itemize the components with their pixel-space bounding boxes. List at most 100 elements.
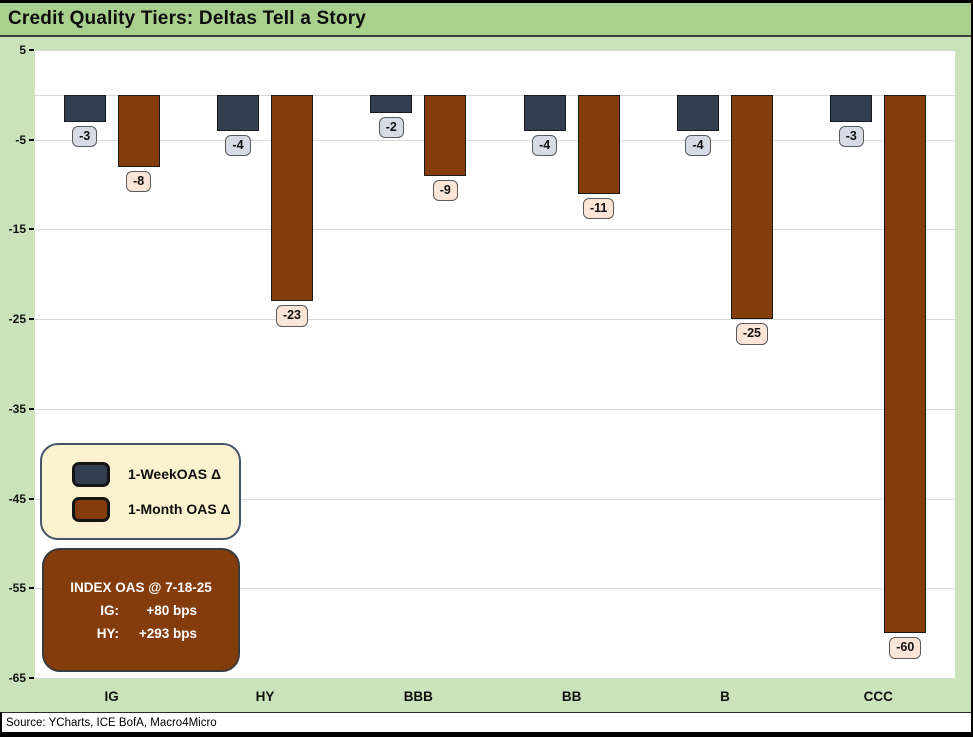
y-tick-5: 5 bbox=[19, 43, 34, 57]
bar-pair: -4 -23 bbox=[216, 94, 313, 327]
week-bar-column: -3 bbox=[830, 94, 873, 148]
index-oas-callout: INDEX OAS @ 7-18-25 IG: +80 bps HY: +293… bbox=[42, 548, 240, 672]
y-tick--45: -45 bbox=[9, 492, 34, 506]
y-tick--65: -65 bbox=[9, 671, 34, 685]
index-oas-title: INDEX OAS @ 7-18-25 bbox=[70, 579, 212, 595]
month-bar-column: -9 bbox=[424, 94, 467, 202]
y-tick-label: -15 bbox=[8, 222, 26, 237]
bar-pair: -3 -8 bbox=[63, 94, 160, 193]
data-label-month-ccc: -60 bbox=[889, 637, 922, 659]
legend: 1-WeekOAS Δ 1-Month OAS Δ bbox=[40, 443, 241, 540]
gridline bbox=[35, 319, 955, 321]
y-tick--25: -25 bbox=[9, 312, 34, 326]
bar-group-bb: -4 -11 bbox=[495, 50, 648, 678]
y-tick-label: -45 bbox=[8, 491, 26, 506]
index-oas-ig-row: IG: +80 bps bbox=[85, 603, 197, 618]
category-label-ccc: CCC bbox=[863, 689, 893, 704]
y-tick--5: -5 bbox=[15, 133, 34, 147]
bar-pair: -3 -60 bbox=[830, 94, 927, 659]
bar-month-b bbox=[730, 94, 773, 320]
y-tick-label: -5 bbox=[15, 132, 26, 147]
data-label-week-hy: -4 bbox=[225, 134, 251, 157]
hy-label: HY: bbox=[96, 625, 119, 641]
hy-value: +293 bps bbox=[138, 625, 197, 641]
data-label-week-b: -4 bbox=[685, 134, 711, 157]
tick-mark bbox=[29, 138, 34, 141]
bar-week-hy bbox=[216, 94, 259, 131]
data-label-week-ccc: -3 bbox=[838, 125, 864, 148]
bar-month-ig bbox=[117, 94, 160, 167]
tick-mark bbox=[29, 318, 34, 321]
x-axis: IG HY BBB BB B CCC bbox=[35, 689, 955, 704]
tick-mark bbox=[29, 407, 34, 410]
gridline bbox=[35, 498, 955, 500]
category-label-bb: BB bbox=[561, 689, 582, 704]
bar-week-ccc bbox=[830, 94, 873, 122]
bar-month-bb bbox=[577, 94, 620, 194]
source-text: Source: YCharts, ICE BofA, Macro4Micro bbox=[6, 716, 217, 729]
gridline bbox=[35, 139, 955, 141]
zero-baseline bbox=[35, 94, 955, 96]
month-bar-column: -8 bbox=[117, 94, 160, 193]
source-bar: Source: YCharts, ICE BofA, Macro4Micro bbox=[0, 712, 971, 737]
y-tick-label: 5 bbox=[19, 43, 26, 57]
data-label-week-bbb: -2 bbox=[378, 116, 404, 139]
data-label-month-bbb: -9 bbox=[432, 179, 458, 202]
week-bar-column: -2 bbox=[370, 94, 413, 139]
gridline bbox=[35, 588, 955, 590]
legend-week-label: 1-WeekOAS Δ bbox=[128, 466, 222, 482]
y-tick--55: -55 bbox=[9, 581, 34, 595]
bar-month-bbb bbox=[424, 94, 467, 176]
y-tick--15: -15 bbox=[9, 222, 34, 236]
legend-month-label: 1-Month OAS Δ bbox=[128, 501, 231, 517]
tick-mark bbox=[29, 587, 34, 590]
tick-mark bbox=[29, 677, 34, 679]
category-label-ig: IG bbox=[104, 689, 119, 704]
data-label-week-ig: -3 bbox=[72, 125, 98, 148]
tick-mark bbox=[29, 497, 34, 500]
index-oas-hy-row: HY: +293 bps bbox=[85, 626, 197, 641]
bar-week-bbb bbox=[370, 94, 413, 113]
data-label-week-bb: -4 bbox=[532, 134, 558, 157]
bar-pair: -4 -25 bbox=[676, 94, 773, 345]
chart-title-bar: Credit Quality Tiers: Deltas Tell a Stor… bbox=[0, 0, 971, 37]
bar-groups: -3 -8 -4 -23 -2 -9 -4 -11 -4 -25 -3 -60 bbox=[35, 50, 955, 678]
month-series-swatch bbox=[72, 496, 110, 522]
y-tick--35: -35 bbox=[9, 402, 34, 416]
y-tick-label: -55 bbox=[8, 581, 26, 596]
week-bar-column: -3 bbox=[63, 94, 106, 148]
bar-week-b bbox=[676, 94, 719, 131]
data-label-month-b: -25 bbox=[735, 323, 768, 345]
month-bar-column: -23 bbox=[270, 94, 313, 327]
legend-item-week: 1-WeekOAS Δ bbox=[72, 461, 239, 487]
tick-mark bbox=[29, 228, 34, 231]
month-bar-column: -25 bbox=[730, 94, 773, 345]
y-tick-label: -25 bbox=[8, 312, 26, 327]
week-bar-column: -4 bbox=[216, 94, 259, 157]
gridline bbox=[35, 50, 955, 51]
legend-item-month: 1-Month OAS Δ bbox=[72, 496, 239, 522]
bar-week-ig bbox=[63, 94, 106, 122]
gridline bbox=[35, 678, 955, 679]
week-bar-column: -4 bbox=[676, 94, 719, 157]
bar-pair: -2 -9 bbox=[370, 94, 467, 202]
category-label-hy: HY bbox=[255, 689, 275, 704]
bar-group-hy: -4 -23 bbox=[188, 50, 341, 678]
month-bar-column: -11 bbox=[577, 94, 620, 220]
bar-month-hy bbox=[270, 94, 313, 302]
gridline bbox=[35, 408, 955, 410]
bar-group-b: -4 -25 bbox=[648, 50, 801, 678]
tick-mark bbox=[29, 49, 34, 51]
week-bar-column: -4 bbox=[523, 94, 566, 157]
chart-title: Credit Quality Tiers: Deltas Tell a Stor… bbox=[8, 8, 367, 29]
week-series-swatch bbox=[72, 461, 110, 487]
category-label-bbb: BBB bbox=[403, 689, 433, 704]
y-tick-label: -65 bbox=[8, 671, 26, 685]
y-tick-label: -35 bbox=[8, 401, 26, 416]
chart-area: -3 -8 -4 -23 -2 -9 -4 -11 -4 -25 -3 -60 5 -5 -15 -25 -3… bbox=[0, 37, 971, 712]
bar-month-ccc bbox=[884, 94, 927, 634]
bar-group-ccc: -3 -60 bbox=[802, 50, 955, 678]
ig-label: IG: bbox=[100, 602, 119, 618]
data-label-month-bb: -11 bbox=[582, 197, 615, 220]
